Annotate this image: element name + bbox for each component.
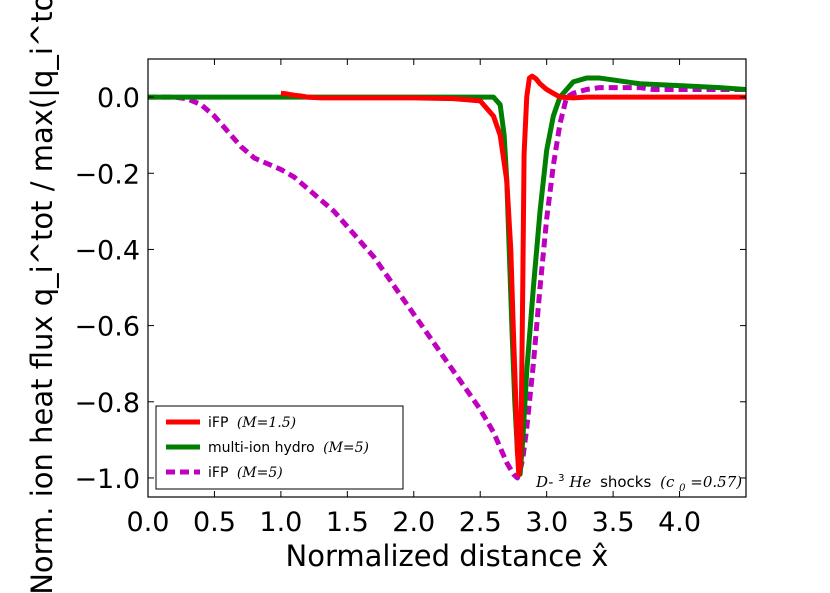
x-tick-label: 1.0	[259, 507, 302, 538]
legend-entry-3: iFP (M=5)	[166, 465, 283, 481]
legend-param-ifp-m5: (M=5)	[237, 465, 283, 481]
annotation-superscript: 3	[558, 473, 564, 484]
y-tick-label: −0.6	[74, 312, 140, 343]
annotation-param-sub: 0	[679, 483, 686, 494]
svg-text:multi-ion hydro (M=5): multi-ion hydro (M=5)	[208, 440, 369, 456]
legend-label-multi-ion-hydro: multi-ion hydro	[208, 440, 315, 456]
legend-param-ifp-m1.5: (M=1.5)	[237, 415, 296, 431]
annotation-species: He	[568, 473, 591, 491]
y-tick-label: −1.0	[74, 464, 140, 495]
plot-frame	[147, 58, 747, 498]
svg-text:iFP (M=5): iFP (M=5)	[208, 465, 283, 481]
x-tick-label: 0.5	[193, 507, 236, 538]
legend-entry-1: iFP (M=1.5)	[166, 415, 296, 431]
series-line-3	[148, 85, 746, 481]
series-line-1	[280, 73, 746, 477]
x-tick-label: 3.5	[592, 507, 635, 538]
y-tick-label: 0.0	[97, 83, 140, 114]
series-line-2	[148, 75, 746, 477]
x-axis-title: Normalized distance x̂	[286, 539, 609, 573]
x-tick-label: 2.0	[392, 507, 435, 538]
annotation-param-value: =0.57)	[690, 473, 742, 491]
x-tick-label: 0.0	[127, 507, 170, 538]
legend-label-ifp-m1.5: iFP	[208, 415, 228, 431]
y-axis-title: Norm. ion heat flux q_i^tot / max(|q_i^t…	[25, 0, 59, 593]
y-tick-label: −0.4	[74, 235, 140, 266]
annotation-param: (c	[660, 473, 675, 491]
x-tick-label: 4.0	[658, 507, 701, 538]
shock-annotation: D- 3 He shocks (c 0 =0.57)	[535, 467, 742, 495]
series-layer	[148, 73, 746, 481]
tick-layer: 0.0 0.5 1.0 1.5 2.0 2.5 3.0 3.5 4.0 0.0 −0.2 −0.4 −0…	[74, 59, 746, 538]
legend-label-ifp-m5: iFP	[208, 465, 228, 481]
legend-entry-2: multi-ion hydro (M=5)	[166, 440, 369, 456]
annotation-prefix: D-	[535, 473, 553, 491]
svg-text:iFP (M=1.5): iFP (M=1.5)	[208, 415, 296, 431]
x-tick-label: 2.5	[459, 507, 502, 538]
y-tick-label: −0.2	[74, 159, 140, 190]
x-tick-label: 3.0	[525, 507, 568, 538]
y-tick-label: −0.8	[74, 388, 140, 419]
legend-param-multi-ion-hydro: (M=5)	[323, 440, 369, 456]
x-tick-label: 1.5	[326, 507, 369, 538]
legend: iFP (M=1.5) multi-ion hydro (M=5) iFP (M…	[155, 405, 404, 490]
annotation-word: shocks	[600, 473, 651, 491]
